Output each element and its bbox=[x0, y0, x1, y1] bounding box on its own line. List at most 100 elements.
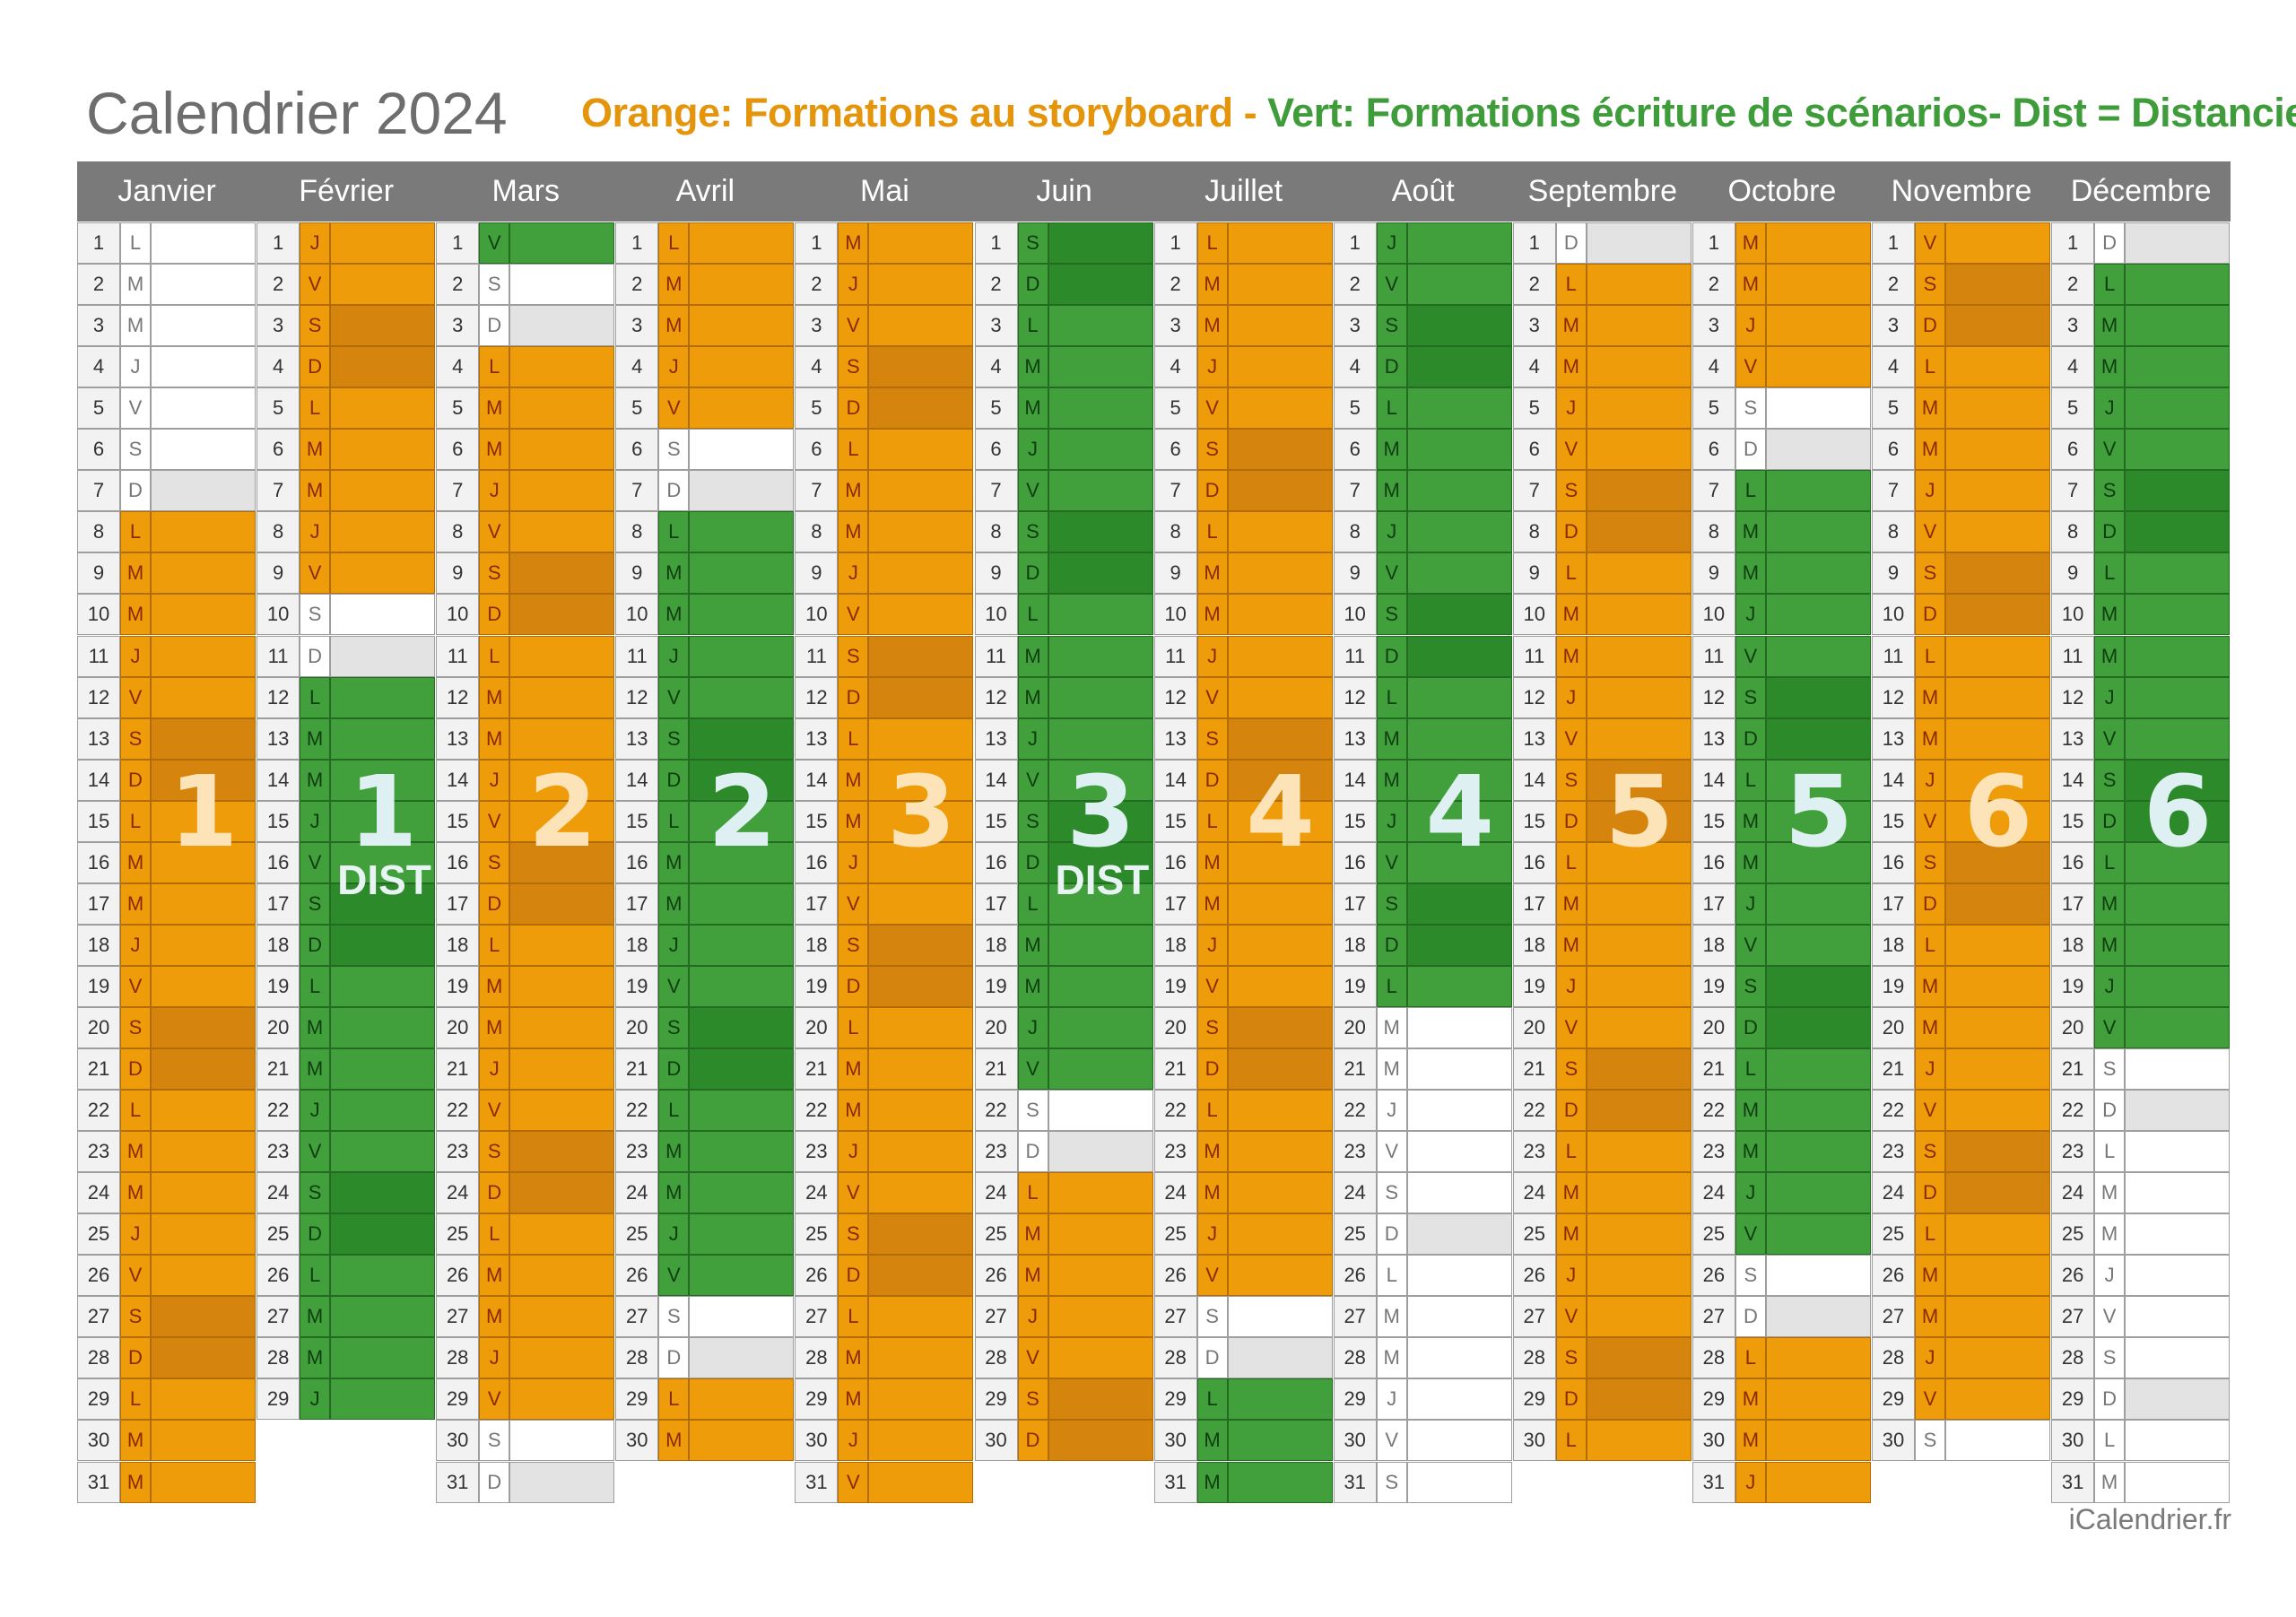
day-cell[interactable] bbox=[1048, 1296, 1153, 1338]
day-cell[interactable] bbox=[689, 1090, 795, 1132]
day-cell[interactable] bbox=[151, 552, 257, 595]
day-cell[interactable] bbox=[1406, 841, 1512, 883]
day-cell[interactable] bbox=[1765, 264, 1871, 306]
day-cell[interactable] bbox=[2125, 924, 2231, 966]
day-cell[interactable] bbox=[1048, 1213, 1153, 1256]
day-cell[interactable] bbox=[330, 924, 436, 966]
day-cell[interactable] bbox=[1406, 1337, 1512, 1379]
day-cell[interactable] bbox=[1227, 387, 1333, 430]
day-cell[interactable] bbox=[1406, 965, 1512, 1007]
day-cell[interactable] bbox=[1406, 1296, 1512, 1338]
day-cell[interactable] bbox=[868, 1172, 974, 1214]
day-cell[interactable] bbox=[1586, 346, 1692, 388]
day-cell[interactable] bbox=[1765, 965, 1871, 1007]
day-cell[interactable] bbox=[509, 1213, 615, 1256]
day-cell[interactable] bbox=[1765, 1255, 1871, 1297]
day-cell[interactable] bbox=[1586, 1048, 1692, 1091]
day-cell[interactable] bbox=[1048, 1131, 1153, 1173]
day-cell[interactable] bbox=[330, 1172, 436, 1214]
day-cell[interactable] bbox=[509, 1461, 615, 1503]
day-cell[interactable] bbox=[1227, 1172, 1333, 1214]
day-cell[interactable] bbox=[330, 800, 436, 842]
day-cell[interactable] bbox=[1586, 552, 1692, 595]
day-cell[interactable] bbox=[151, 222, 257, 265]
day-cell[interactable] bbox=[1765, 924, 1871, 966]
day-cell[interactable] bbox=[1765, 222, 1871, 265]
day-cell[interactable] bbox=[509, 965, 615, 1007]
day-cell[interactable] bbox=[151, 346, 257, 388]
day-cell[interactable] bbox=[330, 717, 436, 760]
day-cell[interactable] bbox=[509, 759, 615, 801]
day-cell[interactable] bbox=[868, 222, 974, 265]
day-cell[interactable] bbox=[1227, 264, 1333, 306]
day-cell[interactable] bbox=[868, 305, 974, 347]
day-cell[interactable] bbox=[689, 1420, 795, 1462]
day-cell[interactable] bbox=[868, 1337, 974, 1379]
day-cell[interactable] bbox=[1945, 882, 2051, 925]
day-cell[interactable] bbox=[1765, 346, 1871, 388]
day-cell[interactable] bbox=[1048, 1378, 1153, 1421]
day-cell[interactable] bbox=[1765, 1461, 1871, 1503]
day-cell[interactable] bbox=[1227, 1213, 1333, 1256]
day-cell[interactable] bbox=[2125, 1213, 2231, 1256]
day-cell[interactable] bbox=[330, 1048, 436, 1091]
day-cell[interactable] bbox=[1586, 717, 1692, 760]
day-cell[interactable] bbox=[330, 429, 436, 471]
day-cell[interactable] bbox=[151, 429, 257, 471]
day-cell[interactable] bbox=[1048, 346, 1153, 388]
day-cell[interactable] bbox=[1406, 759, 1512, 801]
day-cell[interactable] bbox=[1586, 1172, 1692, 1214]
day-cell[interactable] bbox=[868, 717, 974, 760]
day-cell[interactable] bbox=[868, 1461, 974, 1503]
day-cell[interactable] bbox=[151, 387, 257, 430]
day-cell[interactable] bbox=[1945, 635, 2051, 677]
day-cell[interactable] bbox=[2125, 470, 2231, 512]
day-cell[interactable] bbox=[1227, 1006, 1333, 1048]
day-cell[interactable] bbox=[1406, 635, 1512, 677]
day-cell[interactable] bbox=[509, 1378, 615, 1421]
day-cell[interactable] bbox=[1945, 1090, 2051, 1132]
day-cell[interactable] bbox=[689, 717, 795, 760]
day-cell[interactable] bbox=[509, 552, 615, 595]
day-cell[interactable] bbox=[1406, 1131, 1512, 1173]
day-cell[interactable] bbox=[1945, 800, 2051, 842]
day-cell[interactable] bbox=[509, 1337, 615, 1379]
day-cell[interactable] bbox=[1227, 1378, 1333, 1421]
day-cell[interactable] bbox=[1765, 635, 1871, 677]
day-cell[interactable] bbox=[509, 717, 615, 760]
day-cell[interactable] bbox=[509, 1006, 615, 1048]
day-cell[interactable] bbox=[1765, 1213, 1871, 1256]
day-cell[interactable] bbox=[1048, 635, 1153, 677]
day-cell[interactable] bbox=[330, 1378, 436, 1421]
day-cell[interactable] bbox=[1765, 1048, 1871, 1091]
day-cell[interactable] bbox=[330, 965, 436, 1007]
day-cell[interactable] bbox=[868, 1090, 974, 1132]
day-cell[interactable] bbox=[1227, 1337, 1333, 1379]
day-cell[interactable] bbox=[1945, 676, 2051, 718]
day-cell[interactable] bbox=[509, 1090, 615, 1132]
day-cell[interactable] bbox=[330, 552, 436, 595]
day-cell[interactable] bbox=[151, 1048, 257, 1091]
day-cell[interactable] bbox=[151, 1172, 257, 1214]
day-cell[interactable] bbox=[509, 1296, 615, 1338]
day-cell[interactable] bbox=[689, 470, 795, 512]
day-cell[interactable] bbox=[1765, 470, 1871, 512]
day-cell[interactable] bbox=[1227, 965, 1333, 1007]
day-cell[interactable] bbox=[689, 1337, 795, 1379]
day-cell[interactable] bbox=[868, 387, 974, 430]
day-cell[interactable] bbox=[2125, 594, 2231, 636]
day-cell[interactable] bbox=[330, 1213, 436, 1256]
day-cell[interactable] bbox=[509, 1172, 615, 1214]
day-cell[interactable] bbox=[689, 552, 795, 595]
day-cell[interactable] bbox=[1765, 882, 1871, 925]
day-cell[interactable] bbox=[509, 882, 615, 925]
day-cell[interactable] bbox=[1227, 717, 1333, 760]
day-cell[interactable] bbox=[868, 264, 974, 306]
day-cell[interactable] bbox=[689, 222, 795, 265]
day-cell[interactable] bbox=[509, 594, 615, 636]
day-cell[interactable] bbox=[1227, 841, 1333, 883]
day-cell[interactable] bbox=[868, 1131, 974, 1173]
day-cell[interactable] bbox=[1765, 511, 1871, 553]
day-cell[interactable] bbox=[1765, 1420, 1871, 1462]
day-cell[interactable] bbox=[1048, 1090, 1153, 1132]
